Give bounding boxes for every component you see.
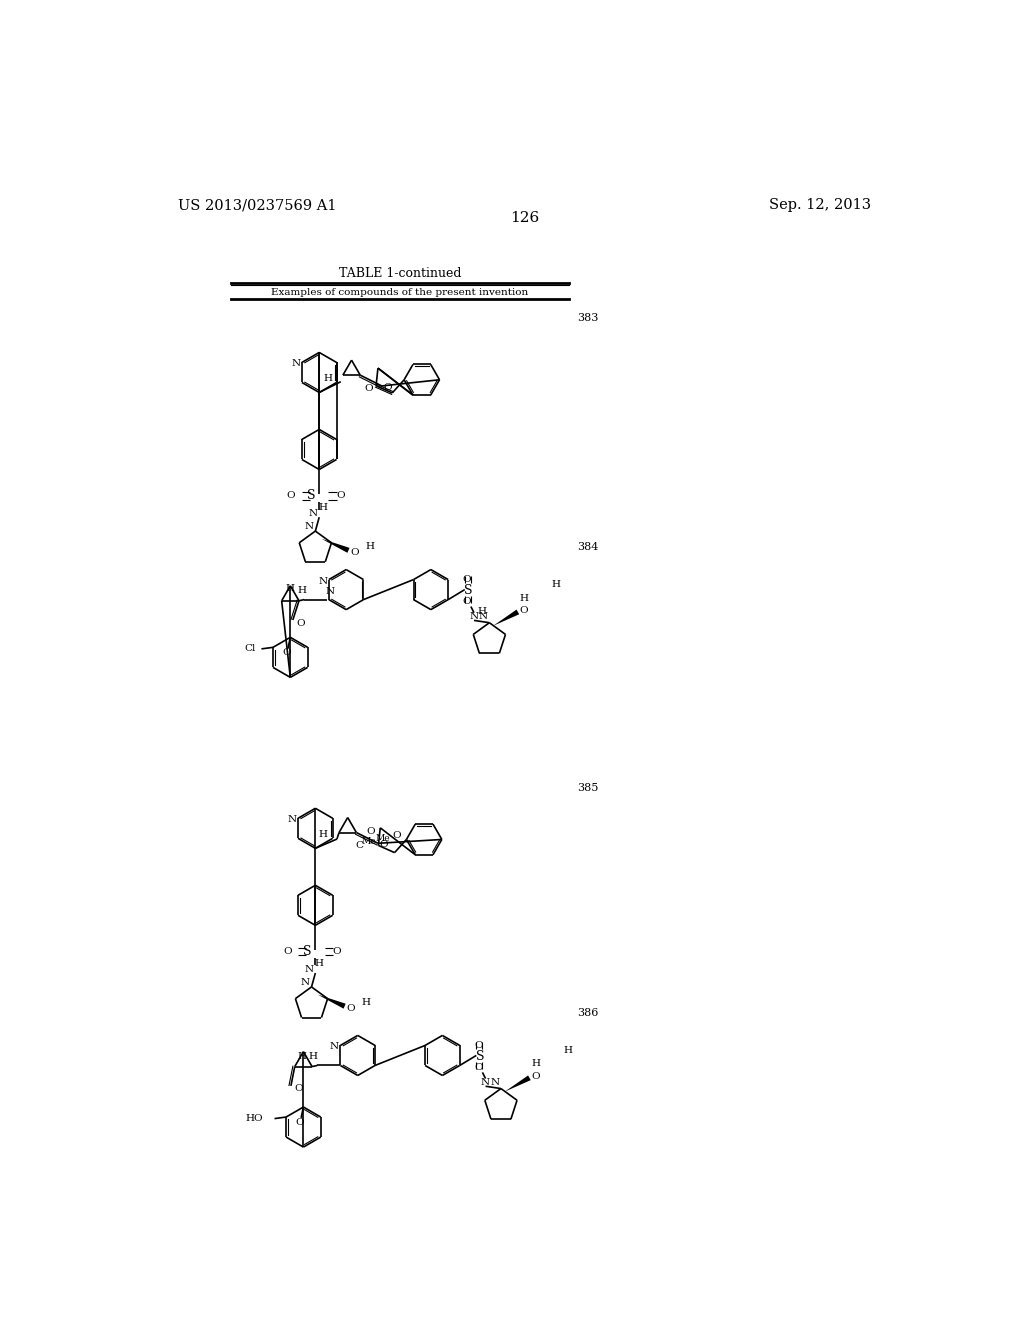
Text: S: S xyxy=(303,945,312,958)
Text: O: O xyxy=(463,597,471,606)
Text: Me: Me xyxy=(376,834,390,843)
Text: O: O xyxy=(336,491,345,500)
Text: Cl: Cl xyxy=(245,644,256,653)
Text: H: H xyxy=(531,1060,540,1068)
Text: H: H xyxy=(297,1052,306,1061)
Text: O: O xyxy=(287,491,296,500)
Text: Examples of compounds of the present invention: Examples of compounds of the present inv… xyxy=(271,288,528,297)
Text: H: H xyxy=(324,374,333,383)
Text: N: N xyxy=(301,978,310,987)
Text: O: O xyxy=(346,1005,355,1012)
Text: H: H xyxy=(519,594,528,602)
Text: Sep. 12, 2013: Sep. 12, 2013 xyxy=(769,198,871,213)
Text: O: O xyxy=(380,841,388,849)
Text: H: H xyxy=(552,581,561,590)
Text: O: O xyxy=(365,384,373,392)
Text: C: C xyxy=(355,841,364,850)
Text: O: O xyxy=(295,1118,304,1127)
Text: N: N xyxy=(478,612,487,620)
Text: N: N xyxy=(481,1078,490,1086)
Text: N: N xyxy=(288,816,296,824)
Polygon shape xyxy=(322,539,349,553)
Text: H: H xyxy=(477,607,486,615)
Text: N: N xyxy=(330,1043,339,1052)
Text: N: N xyxy=(308,510,317,517)
Text: O: O xyxy=(350,548,359,557)
Text: Me: Me xyxy=(361,837,376,846)
Polygon shape xyxy=(494,610,519,626)
Polygon shape xyxy=(505,1076,530,1092)
Text: O: O xyxy=(294,1085,303,1093)
Text: N: N xyxy=(326,587,335,597)
Text: H: H xyxy=(361,998,371,1007)
Text: N: N xyxy=(469,612,478,620)
Text: O: O xyxy=(283,648,291,657)
Text: 384: 384 xyxy=(578,543,599,552)
Text: 126: 126 xyxy=(510,211,540,224)
Text: H: H xyxy=(366,543,375,550)
Text: O: O xyxy=(367,828,376,836)
Text: H: H xyxy=(318,830,328,840)
Text: O: O xyxy=(384,383,392,392)
Text: O: O xyxy=(531,1072,540,1081)
Text: S: S xyxy=(476,1049,484,1063)
Text: O: O xyxy=(333,946,341,956)
Text: S: S xyxy=(307,490,315,502)
Text: HO: HO xyxy=(246,1114,263,1123)
Text: S: S xyxy=(464,583,473,597)
Text: H: H xyxy=(318,503,328,512)
Text: H: H xyxy=(297,586,306,595)
Text: 383: 383 xyxy=(578,313,599,323)
Text: N: N xyxy=(490,1078,500,1086)
Text: US 2013/0237569 A1: US 2013/0237569 A1 xyxy=(178,198,337,213)
Text: O: O xyxy=(296,619,305,627)
Text: O: O xyxy=(393,832,401,840)
Text: 385: 385 xyxy=(578,783,599,793)
Text: O: O xyxy=(463,576,471,583)
Text: O: O xyxy=(283,946,292,956)
Text: N: N xyxy=(291,359,300,368)
Text: H: H xyxy=(563,1047,572,1055)
Text: 386: 386 xyxy=(578,1008,599,1018)
Text: O: O xyxy=(520,606,528,615)
Text: N: N xyxy=(304,965,313,974)
Text: H: H xyxy=(309,1052,317,1061)
Text: O: O xyxy=(474,1063,483,1072)
Text: H: H xyxy=(314,958,324,968)
Polygon shape xyxy=(317,995,346,1008)
Text: N: N xyxy=(304,521,313,531)
Text: TABLE 1-continued: TABLE 1-continued xyxy=(339,267,461,280)
Text: H: H xyxy=(286,583,295,593)
Text: O: O xyxy=(474,1041,483,1049)
Text: N: N xyxy=(318,577,328,586)
